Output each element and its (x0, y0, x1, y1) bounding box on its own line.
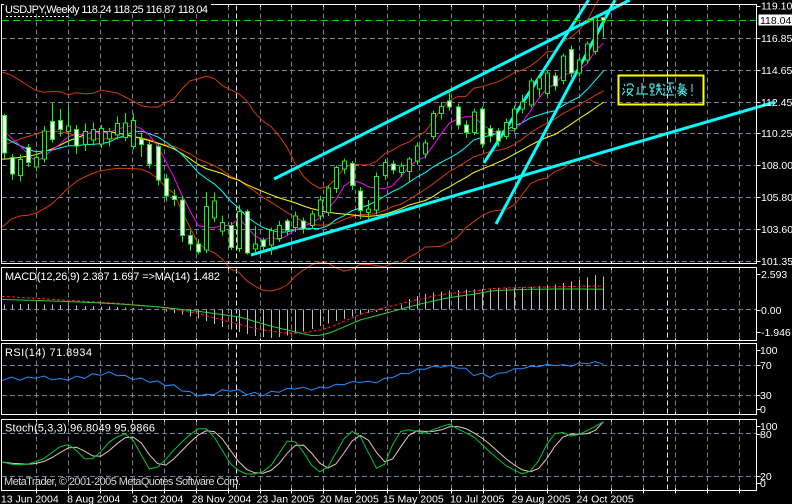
svg-text:-1.946: -1.946 (761, 327, 791, 339)
svg-text:13 Jun 2004: 13 Jun 2004 (1, 494, 59, 504)
svg-text:USDJPY,Weekly 118.24 118.25 1: USDJPY,Weekly 118.24 118.25 116.87 118.0… (5, 4, 208, 16)
svg-text:0: 0 (760, 478, 766, 490)
svg-text:119.10: 119.10 (761, 1, 792, 13)
svg-text:112.45: 112.45 (761, 97, 792, 109)
svg-text:116.85: 116.85 (761, 33, 792, 45)
svg-text:23 Jan 2005: 23 Jan 2005 (257, 494, 315, 504)
svg-text:Stoch(5,3,3) 96.8049 95.9866: Stoch(5,3,3) 96.8049 95.9866 (5, 423, 155, 435)
svg-text:100: 100 (760, 421, 778, 433)
svg-text:3 Oct 2004: 3 Oct 2004 (132, 494, 184, 504)
svg-text:RSI(14) 71.8934: RSI(14) 71.8934 (5, 347, 92, 359)
svg-text:101.35: 101.35 (761, 256, 792, 268)
svg-text:30: 30 (760, 390, 772, 402)
svg-text:20 Mar 2005: 20 Mar 2005 (320, 494, 379, 504)
svg-text:10 Jul 2005: 10 Jul 2005 (450, 494, 504, 504)
svg-text:118.04: 118.04 (760, 15, 791, 27)
svg-text:70: 70 (760, 360, 772, 372)
svg-text:8 Aug 2004: 8 Aug 2004 (67, 494, 120, 504)
svg-text:0: 0 (760, 404, 766, 416)
svg-text:114.65: 114.65 (761, 65, 792, 77)
svg-text:29 Aug 2005: 29 Aug 2005 (512, 494, 571, 504)
svg-text:MetaTrader, © 2001-2005 MetaQu: MetaTrader, © 2001-2005 MetaQuotes Softw… (4, 476, 241, 488)
svg-text:MACD(12,26,9) 2.387 1.697 =>M: MACD(12,26,9) 2.387 1.697 =>MA(14) 1.482 (5, 271, 220, 283)
svg-text:80: 80 (760, 429, 772, 441)
svg-text:28 Nov 2004: 28 Nov 2004 (192, 494, 252, 504)
svg-text:24 Oct 2005: 24 Oct 2005 (576, 494, 633, 504)
svg-text:0.00: 0.00 (761, 305, 782, 317)
svg-text:103.60: 103.60 (761, 224, 792, 236)
svg-text:105.80: 105.80 (761, 192, 792, 204)
svg-text:110.25: 110.25 (761, 128, 792, 140)
svg-text:2.593: 2.593 (761, 269, 787, 281)
svg-text:15 May 2005: 15 May 2005 (383, 494, 444, 504)
svg-text:108.00: 108.00 (761, 160, 792, 172)
svg-text:20: 20 (760, 471, 772, 483)
svg-text:100: 100 (760, 345, 778, 357)
